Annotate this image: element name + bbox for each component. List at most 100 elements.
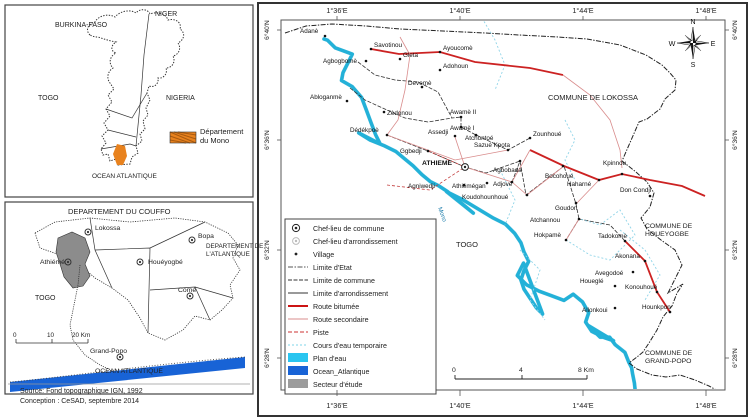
svg-text:Awamè I: Awamè I [450, 125, 475, 132]
svg-text:DEPARTEMENT DE: DEPARTEMENT DE [206, 243, 263, 250]
svg-text:S: S [691, 60, 696, 69]
svg-text:Atchontoé: Atchontoé [465, 135, 494, 142]
svg-text:Agbogbomè: Agbogbomè [323, 58, 357, 65]
svg-text:6°36'N: 6°36'N [263, 130, 271, 150]
svg-text:Goudon: Goudon [555, 205, 578, 212]
svg-text:E: E [711, 39, 716, 48]
svg-text:Bocohoué: Bocohoué [545, 173, 574, 180]
svg-text:COMMUNE DE: COMMUNE DE [645, 350, 693, 357]
svg-text:Assedji: Assedji [428, 129, 448, 136]
svg-text:Limite d'arrondissement: Limite d'arrondissement [313, 290, 388, 298]
svg-text:Ayoucomè: Ayoucomè [443, 45, 473, 52]
svg-text:Atchannou: Atchannou [530, 217, 561, 224]
svg-text:6°28'N: 6°28'N [263, 348, 271, 368]
svg-text:Département: Département [200, 127, 244, 136]
svg-text:Route bitumée: Route bitumée [313, 303, 359, 311]
svg-text:Route secondaire: Route secondaire [313, 316, 369, 324]
svg-text:L'ATLANTIQUE: L'ATLANTIQUE [206, 251, 250, 258]
svg-text:Agniwedji: Agniwedji [408, 183, 435, 190]
svg-text:Gleta: Gleta [403, 52, 419, 59]
svg-text:Tadokomè: Tadokomè [598, 233, 628, 240]
svg-text:COMMUNE DE: COMMUNE DE [645, 223, 693, 230]
svg-text:COMMUNE DE LOKOSSA: COMMUNE DE LOKOSSA [548, 93, 638, 102]
svg-text:Awamè II: Awamè II [450, 109, 476, 116]
svg-text:Cours d'eau temporaire: Cours d'eau temporaire [313, 342, 387, 350]
svg-text:6°32'N: 6°32'N [263, 240, 271, 260]
svg-text:Athiémégan: Athiémégan [452, 183, 486, 190]
svg-text:Piste: Piste [313, 329, 329, 337]
svg-text:Lokossa: Lokossa [95, 225, 121, 232]
svg-text:TOGO: TOGO [456, 240, 478, 249]
svg-text:Plan d'eau: Plan d'eau [313, 355, 346, 363]
svg-text:Savotinou: Savotinou [374, 42, 403, 49]
svg-text:Grand-Popo: Grand-Popo [90, 348, 127, 355]
svg-text:1°36'E: 1°36'E [326, 401, 347, 410]
svg-text:NIGERIA: NIGERIA [166, 95, 195, 102]
svg-text:Bopa: Bopa [198, 233, 214, 240]
svg-text:HOUEYOGBE: HOUEYOGBE [645, 231, 689, 238]
svg-text:1°44'E: 1°44'E [572, 6, 593, 15]
svg-text:Agbobada: Agbobada [493, 167, 522, 174]
svg-text:4: 4 [519, 367, 523, 374]
svg-text:Athiémé: Athiémé [40, 259, 65, 266]
svg-text:1°36'E: 1°36'E [326, 6, 347, 15]
svg-text:1°44'E: 1°44'E [572, 401, 593, 410]
svg-text:Chef-lieu d'arrondissement: Chef-lieu d'arrondissement [313, 238, 398, 246]
svg-text:1°48'E: 1°48'E [695, 6, 716, 15]
svg-text:Akonana: Akonana [615, 253, 640, 260]
svg-text:du Mono: du Mono [200, 136, 229, 145]
svg-text:Dédékpoè: Dédékpoè [350, 127, 379, 134]
svg-text:0: 0 [452, 367, 456, 374]
svg-text:Limite d'Etat: Limite d'Etat [313, 264, 352, 272]
svg-text:ATHIEME: ATHIEME [422, 160, 453, 167]
svg-text:Don Condji: Don Condji [620, 187, 651, 194]
svg-text:Limite de commune: Limite de commune [313, 277, 375, 285]
svg-text:Hokpamè: Hokpamè [534, 232, 561, 239]
svg-text:Zounhoué: Zounhoué [533, 131, 562, 138]
svg-text:N: N [690, 17, 695, 26]
svg-text:6°36'N: 6°36'N [731, 130, 739, 150]
svg-text:Zèdonou: Zèdonou [387, 110, 412, 117]
svg-text:Adanè: Adanè [300, 28, 319, 35]
svg-text:Houeglé: Houeglé [580, 278, 604, 285]
svg-text:6°40'N: 6°40'N [263, 20, 271, 40]
svg-text:OCEAN ATLANTIQUE: OCEAN ATLANTIQUE [92, 173, 158, 180]
svg-text:OCEAN ATLANTIQUE: OCEAN ATLANTIQUE [95, 368, 163, 375]
svg-text:1°40'E: 1°40'E [449, 401, 470, 410]
svg-text:Ocean_Atlantique: Ocean_Atlantique [313, 368, 369, 376]
svg-text:6°32'N: 6°32'N [731, 240, 739, 260]
svg-text:8 Km: 8 Km [578, 367, 594, 374]
svg-text:Avegodoé: Avegodoé [595, 270, 624, 277]
svg-text:GRAND-POPO: GRAND-POPO [645, 358, 691, 365]
svg-text:Haharné: Haharné [567, 181, 592, 188]
svg-text:DEPARTEMENT DU COUFFO: DEPARTEMENT DU COUFFO [68, 207, 171, 216]
svg-text:20 Km: 20 Km [72, 332, 90, 339]
svg-text:Village: Village [313, 251, 334, 259]
svg-text:6°28'N: 6°28'N [731, 348, 739, 368]
svg-text:Chef-lieu de commune: Chef-lieu de commune [313, 225, 384, 233]
svg-text:BURKINA-FASO: BURKINA-FASO [55, 22, 108, 29]
svg-text:0: 0 [13, 332, 17, 339]
svg-text:10: 10 [47, 332, 55, 339]
svg-text:Devemè: Devemè [408, 80, 432, 87]
svg-text:Adjové: Adjové [493, 181, 513, 188]
svg-text:Kpinnou: Kpinnou [603, 160, 627, 167]
svg-text:Hounkpon: Hounkpon [642, 304, 671, 311]
svg-text:Comé: Comé [178, 287, 196, 294]
svg-text:TOGO: TOGO [35, 295, 56, 302]
svg-text:Houéyogbé: Houéyogbé [148, 259, 183, 266]
svg-text:1°48'E: 1°48'E [695, 401, 716, 410]
svg-text:Source: Fond topographique IGN: Source: Fond topographique IGN, 1992 [20, 388, 143, 395]
svg-text:W: W [669, 39, 676, 48]
svg-text:Konouhoué: Konouhoué [625, 284, 658, 291]
svg-text:Sazué Kpota: Sazué Kpota [474, 142, 511, 149]
svg-text:1°40'E: 1°40'E [449, 6, 470, 15]
svg-text:Ggbedji: Ggbedji [400, 148, 422, 155]
svg-text:6°40'N: 6°40'N [731, 20, 739, 40]
svg-text:Conception : CeSAD, septembre: Conception : CeSAD, septembre 2014 [20, 398, 139, 405]
svg-text:Allonkoui: Allonkoui [582, 307, 608, 314]
svg-text:Secteur d'étude: Secteur d'étude [313, 381, 363, 389]
svg-text:TOGO: TOGO [38, 95, 59, 102]
svg-text:Adohoun: Adohoun [443, 63, 469, 70]
svg-text:Abloganmè: Abloganmè [310, 94, 342, 101]
